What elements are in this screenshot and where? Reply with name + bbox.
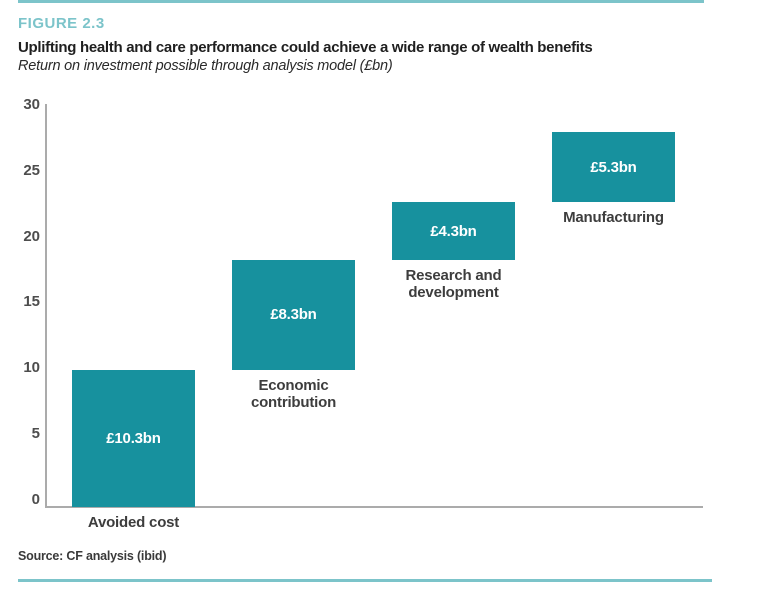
source-note: Source: CF analysis (ibid): [18, 549, 167, 563]
bar-value-label: £4.3bn: [430, 222, 477, 240]
waterfall-bar-research-and-development: £4.3bn: [392, 202, 515, 260]
category-label: Avoided cost: [87, 514, 180, 531]
waterfall-bar-economic-contribution: £8.3bn: [232, 259, 355, 370]
bar-value-label: £5.3bn: [590, 158, 637, 176]
y-axis-tick-label: 10: [23, 359, 40, 377]
y-axis-tick-label: 5: [31, 425, 40, 443]
y-axis-tick-label: 30: [23, 95, 40, 113]
top-rule: [18, 0, 704, 3]
waterfall-bar-avoided-cost: £10.3bn: [72, 370, 195, 507]
figure-label: FIGURE 2.3: [18, 15, 105, 32]
bottom-rule: [18, 579, 712, 582]
bar-value-label: £8.3bn: [270, 306, 317, 324]
y-axis-tick-label: 20: [23, 227, 40, 245]
y-axis-tick-label: 15: [23, 293, 40, 311]
x-axis-line: [45, 506, 703, 508]
y-axis-tick-label: 0: [31, 491, 40, 508]
chart-subtitle: Return on investment possible through an…: [18, 58, 393, 74]
category-label: Research and development: [405, 266, 502, 301]
bar-value-label: £10.3bn: [106, 429, 161, 447]
category-label: Economic contribution: [250, 377, 337, 412]
category-label: Manufacturing: [563, 209, 664, 227]
waterfall-bar-manufacturing: £5.3bn: [552, 131, 675, 203]
chart-title: Uplifting health and care performance co…: [18, 39, 593, 56]
y-axis-tick-label: 25: [23, 161, 40, 179]
y-axis-line: [45, 104, 47, 507]
